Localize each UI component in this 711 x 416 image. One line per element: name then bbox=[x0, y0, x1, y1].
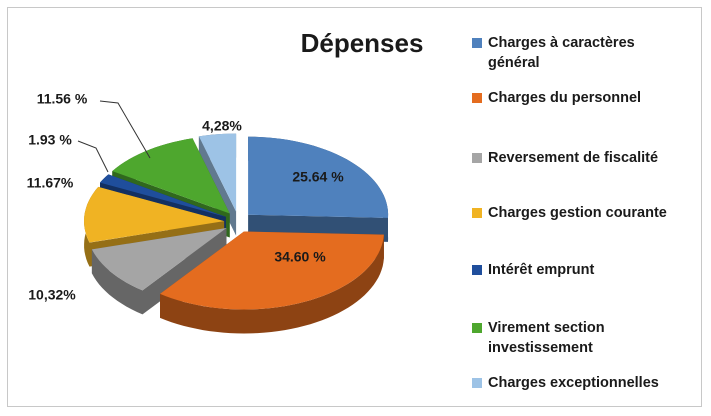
legend-label: Intérêt emprunt bbox=[488, 262, 595, 278]
leader-line bbox=[77, 140, 109, 173]
legend-label: Charges du personnel bbox=[488, 90, 642, 106]
legend-swatch bbox=[472, 208, 482, 218]
data-label: 10,32% bbox=[28, 287, 76, 303]
slice-outer-wall bbox=[91, 249, 143, 315]
legend-item: Intérêt emprunt bbox=[472, 260, 697, 280]
legend-item: Charges à caractères général bbox=[472, 33, 697, 73]
legend-swatch bbox=[472, 323, 482, 333]
pie-slice-group bbox=[160, 231, 384, 334]
data-label: 34.60 % bbox=[274, 249, 326, 265]
data-label: 11.56 % bbox=[37, 91, 88, 107]
pie-slice bbox=[100, 174, 226, 217]
data-label: 11.67% bbox=[27, 175, 74, 191]
slice-outer-wall bbox=[160, 234, 384, 334]
legend-swatch bbox=[472, 153, 482, 163]
legend-swatch bbox=[472, 93, 482, 103]
leader-line bbox=[99, 100, 151, 159]
data-label: 1.93 % bbox=[28, 132, 72, 148]
legend-swatch bbox=[472, 378, 482, 388]
legend-item: Charges gestion courante bbox=[472, 203, 697, 223]
chart-title: Dépenses bbox=[301, 28, 424, 58]
pie-slice bbox=[112, 138, 230, 214]
pie-slice bbox=[91, 227, 227, 291]
pie-slice-group bbox=[248, 136, 389, 242]
legend-label: Virement section investissement bbox=[488, 320, 605, 356]
legend-label: Charges gestion courante bbox=[488, 205, 667, 221]
legend-swatch bbox=[472, 265, 482, 275]
legend-item: Virement section investissement bbox=[472, 318, 697, 358]
legend-swatch bbox=[472, 38, 482, 48]
legend-item: Charges exceptionnelles bbox=[472, 373, 697, 393]
legend-label: Charges exceptionnelles bbox=[488, 375, 659, 391]
legend-item: Charges du personnel bbox=[472, 88, 697, 108]
legend-label: Charges à caractères général bbox=[488, 35, 635, 71]
chart-frame bbox=[7, 7, 702, 407]
pie-slice bbox=[198, 133, 237, 212]
legend-item: Reversement de fiscalité bbox=[472, 148, 697, 168]
data-label: 25.64 % bbox=[292, 169, 344, 185]
pie-slice bbox=[160, 231, 384, 310]
pie-slice bbox=[248, 136, 389, 218]
pie-slice bbox=[84, 186, 225, 243]
data-label: 4,28% bbox=[202, 118, 242, 134]
legend-label: Reversement de fiscalité bbox=[488, 150, 659, 166]
